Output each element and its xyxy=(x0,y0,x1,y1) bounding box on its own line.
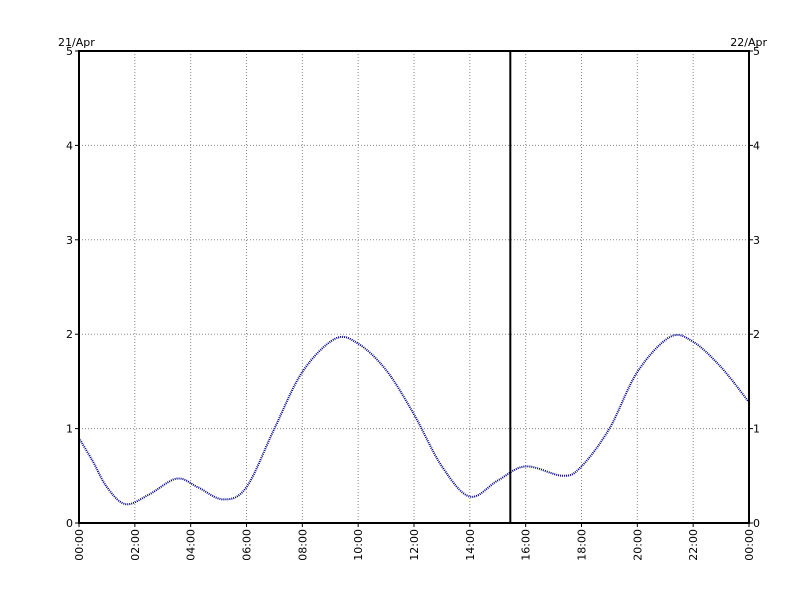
x-tick-label: 20:00 xyxy=(631,529,644,561)
y-tick-label-right: 3 xyxy=(753,234,760,247)
y-tick-label-right: 0 xyxy=(753,517,760,530)
y-tick-label-left: 4 xyxy=(66,139,73,152)
series-line xyxy=(78,333,750,506)
x-tick-label: 12:00 xyxy=(408,529,421,561)
y-tick-label-left: 0 xyxy=(66,517,73,530)
y-tick-label-left: 3 xyxy=(66,234,73,247)
series-layer xyxy=(78,333,750,506)
grid-lines xyxy=(79,51,749,523)
x-tick-label: 08:00 xyxy=(296,529,309,561)
start-date-label: 21/Apr xyxy=(58,36,95,49)
y-tick-label-right: 4 xyxy=(753,139,760,152)
x-tick-label: 22:00 xyxy=(687,529,700,561)
y-tick-label-left: 1 xyxy=(66,423,73,436)
x-tick-label: 02:00 xyxy=(129,529,142,561)
x-tick-label: 18:00 xyxy=(576,529,589,561)
tick-labels: 00:00 02:00 04:00 06:00 08:00 10:00 12:00 14:00… xyxy=(66,45,760,561)
y-tick-label-right: 2 xyxy=(753,328,760,341)
x-tick-label: 14:00 xyxy=(464,529,477,561)
x-tick-label: 04:00 xyxy=(185,529,198,561)
x-tick-label: 00:00 xyxy=(73,529,86,561)
plot-border xyxy=(78,50,750,524)
x-tick-label: 16:00 xyxy=(520,529,533,561)
y-tick-label-left: 5 xyxy=(66,45,73,58)
y-tick-label-right: 1 xyxy=(753,423,760,436)
y-tick-label-left: 2 xyxy=(66,328,73,341)
x-tick-label: 10:00 xyxy=(352,529,365,561)
plot-frame xyxy=(75,50,753,527)
y-tick-label-right: 5 xyxy=(753,45,760,58)
x-tick-label: 06:00 xyxy=(241,529,254,561)
x-tick-label: 00:00 xyxy=(743,529,756,561)
end-date-label: 22/Apr xyxy=(730,36,767,49)
